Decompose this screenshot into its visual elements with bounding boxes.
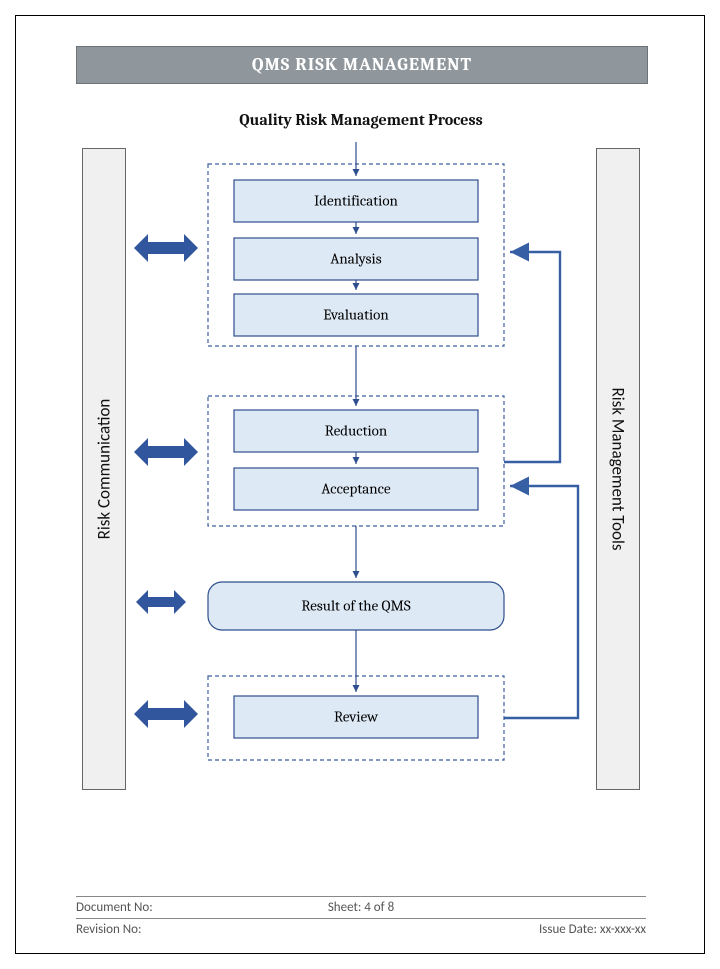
box-identification: Identification	[234, 180, 478, 222]
flow-diagram: Identification Analysis Evaluation Reduc…	[16, 16, 706, 955]
footer-sheet: Sheet: 4 of 8	[328, 900, 394, 915]
svg-text:Result of the QMS: Result of the QMS	[301, 597, 410, 615]
footer-doc-no-label: Document No:	[76, 900, 153, 915]
double-arrow-2	[134, 438, 198, 466]
box-evaluation: Evaluation	[234, 294, 478, 336]
double-arrow-3	[136, 590, 186, 614]
box-review: Review	[234, 696, 478, 738]
footer-revision-label: Revision No:	[76, 922, 142, 937]
double-arrow-1	[134, 234, 198, 262]
footer-rule-2	[76, 918, 646, 919]
box-analysis: Analysis	[234, 238, 478, 280]
footer-rule-1	[76, 896, 646, 897]
double-arrow-4	[134, 700, 198, 728]
svg-text:Reduction: Reduction	[325, 422, 388, 440]
svg-text:Analysis: Analysis	[330, 250, 381, 268]
document-page: QMS RISK MANAGEMENT Quality Risk Managem…	[15, 15, 705, 954]
feedback-arrow-2	[504, 486, 578, 718]
svg-text:Evaluation: Evaluation	[323, 306, 389, 324]
footer-issue-date: Issue Date: xx-xxx-xx	[539, 922, 646, 937]
feedback-arrow-1	[504, 252, 560, 462]
box-result: Result of the QMS	[208, 582, 504, 630]
svg-text:Acceptance: Acceptance	[321, 480, 391, 498]
box-acceptance: Acceptance	[234, 468, 478, 510]
box-reduction: Reduction	[234, 410, 478, 452]
svg-text:Review: Review	[334, 708, 378, 726]
svg-text:Identification: Identification	[314, 192, 398, 210]
